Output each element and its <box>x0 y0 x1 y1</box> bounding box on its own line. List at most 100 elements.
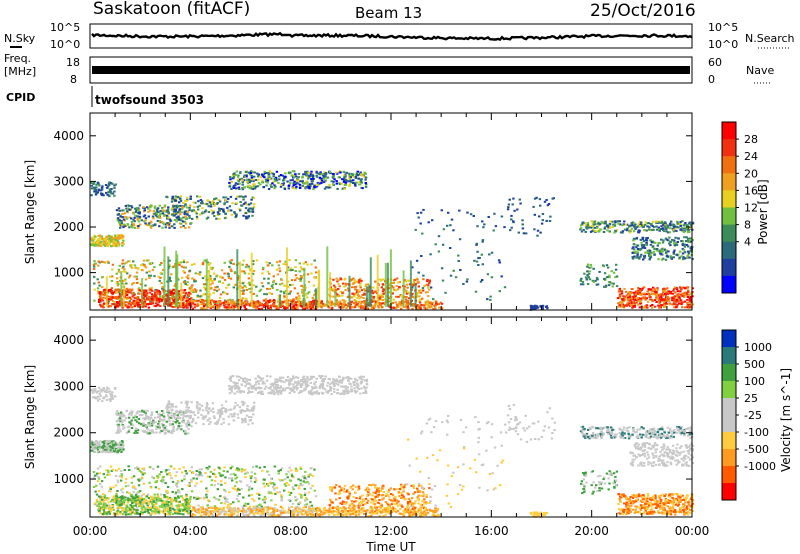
velocity-cell <box>257 380 260 383</box>
power-cell <box>377 306 380 309</box>
power-cell <box>344 300 347 303</box>
power-cell <box>532 205 535 208</box>
velocity-cell <box>177 412 180 415</box>
power-cell <box>406 286 409 289</box>
power-cell <box>656 287 659 290</box>
power-cell <box>282 263 286 266</box>
power-cell <box>366 283 370 286</box>
power-cell <box>672 242 676 245</box>
power-cell <box>475 243 478 246</box>
velocity-cell <box>257 376 261 379</box>
velocity-cell <box>279 387 282 390</box>
power-cell <box>686 255 689 258</box>
power-cell <box>218 280 221 283</box>
power-cell <box>644 251 647 254</box>
power-cell <box>178 294 182 297</box>
power-cell <box>251 207 255 210</box>
velocity-cell <box>156 426 160 429</box>
power-cell <box>158 291 161 293</box>
power-cell <box>106 193 109 196</box>
power-cell <box>258 290 261 293</box>
power-cell <box>352 175 355 178</box>
power-cell <box>419 222 422 225</box>
power-cell <box>256 300 260 303</box>
power-cell <box>358 279 361 282</box>
power-cell <box>290 174 293 177</box>
power-cell <box>159 271 162 274</box>
power-cell <box>252 269 256 272</box>
power-cell <box>673 244 676 247</box>
power-cell <box>163 223 166 226</box>
power-cell <box>392 282 396 284</box>
power-cell <box>133 297 137 300</box>
power-cell <box>101 305 104 308</box>
power-cell <box>251 305 255 308</box>
power-cell <box>345 307 348 310</box>
power-cell <box>149 225 152 228</box>
power-cell <box>216 211 220 214</box>
power-cell <box>119 237 123 239</box>
power-cell <box>290 279 294 282</box>
power-cell <box>246 182 250 185</box>
velocity-cell <box>93 442 96 444</box>
power-cell <box>305 305 308 308</box>
power-cell <box>411 286 414 289</box>
power-cell <box>172 288 175 291</box>
power-cell <box>651 304 654 306</box>
power-cell <box>220 208 223 210</box>
velocity-cell <box>146 409 149 412</box>
power-cell <box>686 229 689 232</box>
power-cell <box>273 187 276 190</box>
power-cell <box>500 275 503 278</box>
velocity-cell <box>117 443 120 446</box>
power-cell <box>301 176 304 179</box>
power-cell <box>234 284 237 286</box>
power-cell <box>123 268 126 271</box>
power-cell <box>248 303 251 306</box>
power-cell <box>353 279 356 282</box>
power-cell <box>608 281 612 284</box>
power-cell <box>184 216 187 218</box>
power-cell <box>267 307 270 310</box>
velocity-cell <box>151 430 154 433</box>
velocity-cell <box>202 418 205 420</box>
power-cell <box>295 305 298 308</box>
power-cell <box>256 175 260 178</box>
power-cell <box>298 297 301 300</box>
power-cell <box>684 287 687 290</box>
power-cell <box>205 217 209 220</box>
power-cell <box>134 211 138 213</box>
power-cell <box>200 308 203 311</box>
power-cell <box>626 294 630 297</box>
power-cell <box>110 236 113 239</box>
power-cell <box>380 306 384 309</box>
power-streak <box>365 286 368 307</box>
power-cell <box>193 306 196 309</box>
power-cell <box>157 216 160 219</box>
power-cell <box>659 252 662 255</box>
velocity-cell <box>206 403 209 406</box>
power-cell <box>94 193 98 196</box>
power-cell <box>241 286 244 289</box>
power-cell <box>119 215 122 218</box>
velocity-cell <box>172 425 175 428</box>
power-cell <box>298 270 301 273</box>
power-cell <box>178 201 181 204</box>
power-cell <box>627 298 630 301</box>
power-cell <box>157 275 160 278</box>
power-cell <box>228 181 231 184</box>
power-cell <box>636 253 639 256</box>
power-colorbar-tick-label: 16 <box>744 184 758 197</box>
power-cell <box>168 276 172 279</box>
power-cell <box>178 261 181 264</box>
power-cell <box>245 215 248 218</box>
power-cell <box>655 294 658 297</box>
power-cell <box>339 290 342 293</box>
power-cell <box>263 303 267 306</box>
power-cell <box>309 173 313 176</box>
power-cell <box>679 293 683 296</box>
power-cell <box>182 259 185 262</box>
power-cell <box>184 199 187 202</box>
velocity-cell <box>302 389 306 392</box>
velocity-cell <box>169 403 172 406</box>
